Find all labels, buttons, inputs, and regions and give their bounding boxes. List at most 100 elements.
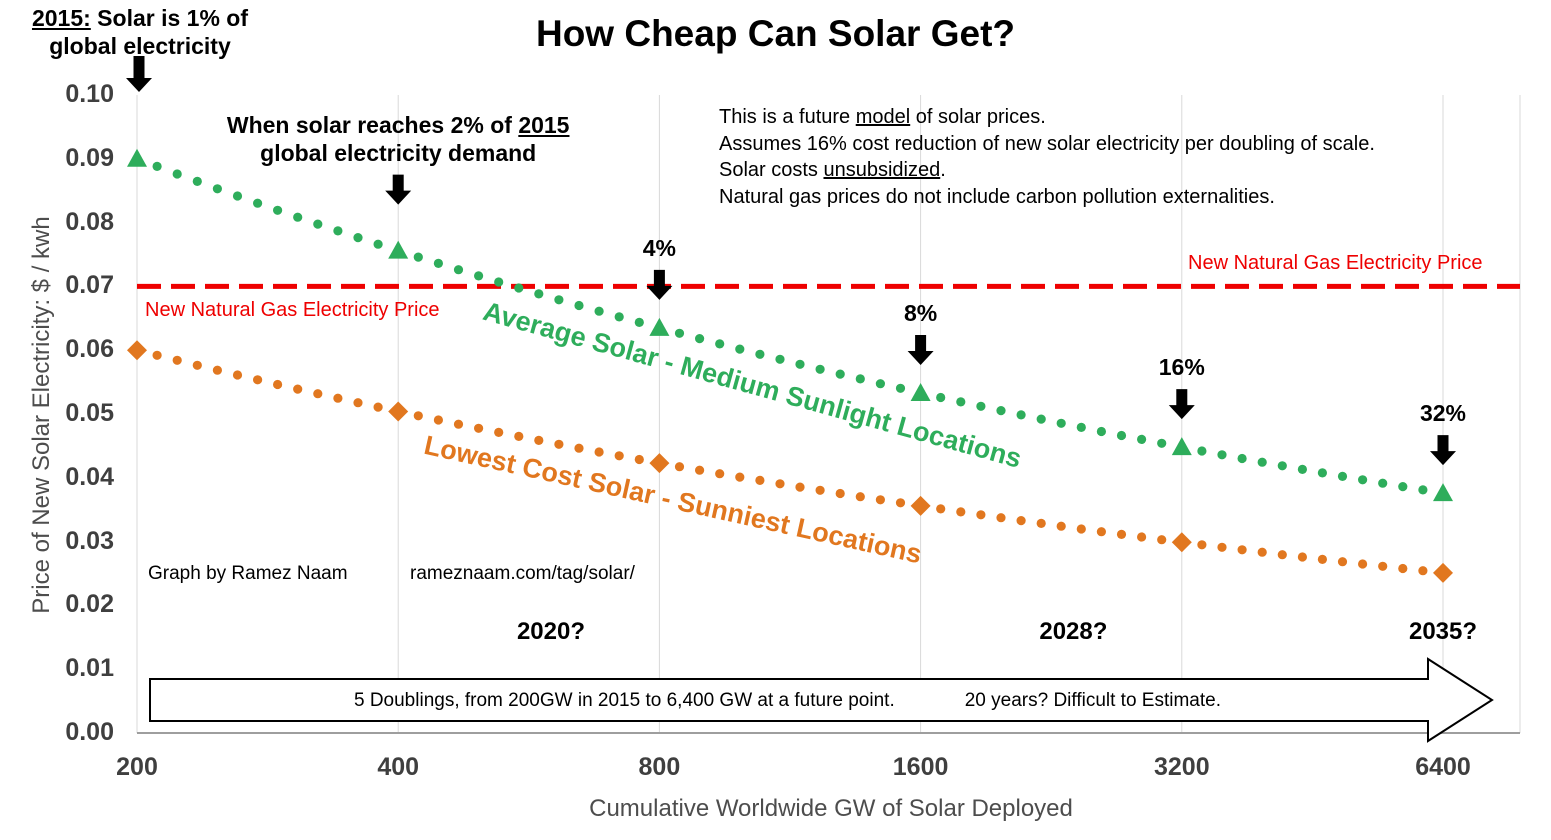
credit-url: rameznaam.com/tag/solar/: [410, 563, 635, 584]
data-dot: [1076, 524, 1086, 534]
annotation-arrow: [385, 174, 412, 205]
data-dot: [152, 161, 162, 171]
timeline-arrow: [149, 657, 1494, 743]
data-dot: [212, 365, 222, 375]
data-dot: [172, 355, 182, 365]
data-dot: [1056, 521, 1066, 531]
data-dot: [1237, 545, 1247, 555]
data-dot: [1418, 485, 1428, 495]
data-dot: [293, 212, 303, 222]
data-dot: [1378, 478, 1388, 488]
annotation-arrow: [646, 269, 673, 300]
data-dot: [1418, 566, 1428, 576]
data-dot: [895, 383, 906, 393]
data-dot: [494, 277, 504, 287]
data-dot: [1137, 532, 1147, 542]
data-dot: [433, 258, 443, 268]
data-dot: [1016, 516, 1026, 526]
note-line: This is a future model of solar prices.: [719, 104, 1375, 131]
y-axis-title: Price of New Solar Electricity: $ / kwh: [28, 216, 55, 614]
data-dot: [1358, 559, 1368, 569]
data-dot: [313, 389, 323, 399]
data-dot: [956, 397, 966, 407]
text-segment: model: [855, 106, 911, 128]
data-dot: [453, 265, 464, 275]
data-dot: [192, 176, 202, 186]
credit-author: Graph by Ramez Naam: [148, 563, 348, 584]
data-dot: [1277, 550, 1287, 560]
timeline-arrow-text: 5 Doublings, from 200GW in 2015 to 6,400…: [160, 682, 1415, 720]
data-dot: [614, 451, 624, 461]
data-dot: [192, 360, 202, 370]
data-dot: [554, 439, 564, 449]
data-dot: [1358, 475, 1368, 485]
series-marker-diamond: [1433, 562, 1453, 583]
series-marker-diamond: [1171, 532, 1192, 553]
data-dot: [574, 300, 584, 311]
data-dot: [1116, 529, 1127, 540]
series-marker-triangle: [1171, 437, 1192, 456]
data-dot: [855, 374, 865, 384]
annotation-arrow: [126, 56, 152, 92]
data-dot: [936, 392, 946, 403]
note-line: Assumes 16% cost reduction of new solar …: [719, 131, 1375, 158]
data-dot: [1056, 418, 1066, 428]
data-dot: [835, 488, 845, 499]
data-dot: [433, 415, 443, 425]
data-dot: [634, 454, 644, 465]
data-dot: [634, 317, 644, 327]
data-dot: [996, 406, 1006, 416]
data-dot: [775, 354, 785, 364]
data-dot: [715, 339, 725, 349]
data-dot: [1096, 527, 1106, 537]
data-dot: [1157, 438, 1167, 448]
data-dot: [534, 435, 544, 445]
data-dot: [755, 349, 765, 359]
data-dot: [815, 364, 825, 374]
data-dot: [333, 226, 343, 236]
data-dot: [373, 239, 383, 249]
data-dot: [594, 447, 604, 457]
series-marker-diamond: [910, 495, 931, 516]
x-axis-title: Cumulative Worldwide GW of Solar Deploye…: [589, 795, 1073, 822]
data-dot: [232, 370, 243, 380]
data-dot: [815, 485, 825, 495]
note-line: Natural gas prices do not include carbon…: [719, 184, 1375, 211]
data-dot: [373, 402, 383, 412]
data-dot: [152, 350, 162, 360]
data-dot: [996, 513, 1006, 523]
data-dot: [212, 184, 222, 194]
data-dot: [1317, 554, 1327, 565]
data-dot: [735, 344, 745, 354]
series-marker-triangle: [388, 240, 409, 259]
data-dot: [1317, 468, 1327, 478]
data-dot: [875, 379, 886, 389]
data-dot: [1096, 426, 1106, 437]
data-dot: [1036, 518, 1046, 529]
timeline-text-left: 5 Doublings, from 200GW in 2015 to 6,400…: [353, 690, 895, 711]
data-dot: [574, 443, 584, 453]
data-dot: [1036, 414, 1046, 424]
data-dot: [554, 295, 564, 305]
data-dot: [253, 375, 263, 385]
series-marker-triangle: [1433, 483, 1453, 502]
data-dot: [494, 427, 504, 437]
data-dot: [795, 482, 805, 492]
data-dot: [855, 492, 865, 502]
data-dot: [353, 233, 363, 243]
annotation-arrow: [1430, 435, 1456, 466]
data-dot: [674, 328, 685, 338]
data-dot: [1076, 422, 1086, 432]
model-notes: This is a future model of solar prices. A…: [719, 104, 1375, 210]
text-segment: .: [940, 159, 946, 181]
data-dot: [514, 283, 524, 293]
data-dot: [1378, 561, 1388, 571]
data-dot: [695, 334, 705, 344]
data-dot: [1116, 430, 1127, 441]
series-marker-diamond: [388, 401, 409, 422]
data-dot: [755, 475, 765, 485]
text-segment: Natural gas prices do not include carbon…: [719, 185, 1275, 208]
data-dot: [1197, 540, 1207, 550]
data-dot: [293, 384, 303, 394]
